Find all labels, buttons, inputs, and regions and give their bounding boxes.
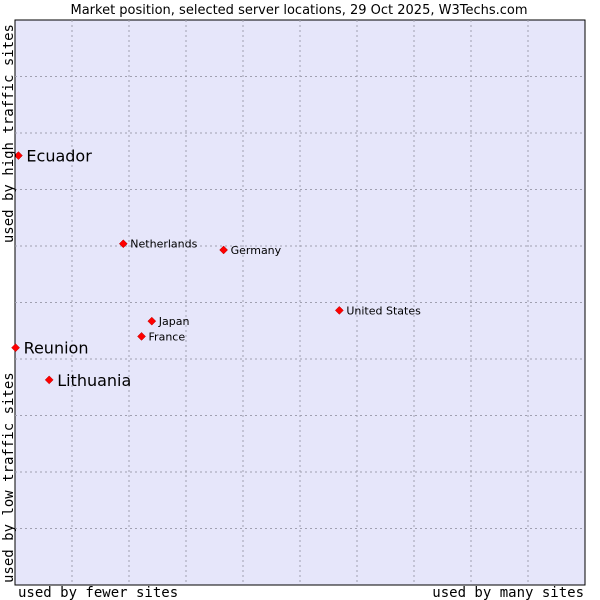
chart-title: Market position, selected server locatio… [70, 3, 527, 18]
data-point-marker [44, 375, 54, 385]
grid-lines [15, 20, 585, 585]
data-point-label: Reunion [24, 339, 89, 358]
data-point-label: Netherlands [130, 238, 197, 251]
x-axis-label-right: used by many sites [432, 585, 584, 600]
data-point-marker [137, 332, 146, 341]
data-point-label: Lithuania [57, 371, 131, 390]
data-point-label: Germany [231, 244, 282, 257]
data-point-marker [147, 316, 157, 326]
data-point-marker [14, 151, 23, 160]
data-point-marker [118, 239, 128, 249]
data-point-label: Japan [158, 315, 190, 328]
y-axis-label-bottom: used by low traffic sites [1, 372, 17, 583]
data-point-marker [219, 245, 228, 255]
data-points: Ecuador Reunion Lithuania Netherlands German… [11, 147, 421, 390]
data-point-marker [334, 306, 344, 315]
data-point-label: France [149, 330, 186, 343]
x-axis-label-left: used by fewer sites [18, 585, 178, 600]
y-axis-label-top: used by high traffic sites [1, 24, 17, 243]
data-point-label: Ecuador [26, 147, 92, 166]
data-point-marker [11, 343, 20, 353]
data-point-label: United States [346, 304, 421, 317]
